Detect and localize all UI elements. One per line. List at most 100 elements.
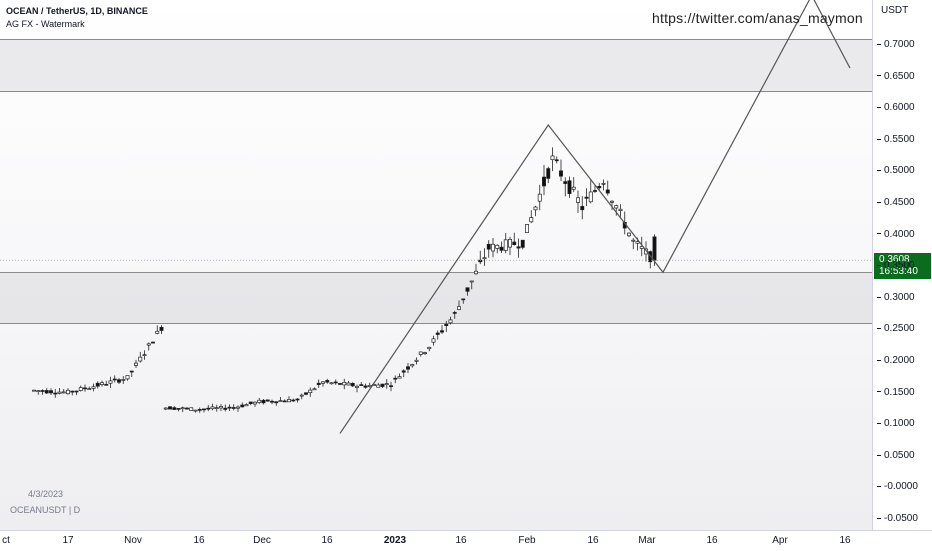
candle-down (461, 298, 466, 301)
candle-down (304, 392, 308, 395)
candle-up (346, 382, 351, 386)
candle-up (550, 155, 555, 161)
candle-down (70, 390, 75, 393)
candle-down (406, 366, 410, 370)
candle-down (559, 170, 563, 177)
candle-down (291, 399, 296, 402)
candle-down (168, 406, 172, 410)
candle-down (363, 385, 368, 388)
chart-header: OCEAN / TetherUS, 1D, BINANCE AG FX - Wa… (6, 5, 148, 31)
time-tick-label: ct (2, 535, 10, 546)
candle-up (299, 394, 304, 397)
candle-down (117, 379, 121, 383)
candle-down (261, 399, 266, 404)
support-zone (0, 272, 872, 324)
candle-up (100, 382, 104, 385)
candle-up (397, 376, 402, 379)
candle-down (512, 241, 517, 245)
candle-down (593, 190, 597, 192)
candle-up (61, 391, 66, 394)
candle-up (355, 385, 359, 389)
candle-down (95, 382, 100, 387)
candle-up (427, 346, 432, 350)
candle-up (163, 407, 168, 410)
resistance-zone (0, 39, 872, 92)
candle-down (546, 168, 551, 179)
candle-down (605, 189, 610, 194)
candle-down (172, 407, 177, 410)
chart-plot-area[interactable]: OCEAN / TetherUS, 1D, BINANCE AG FX - Wa… (0, 0, 872, 530)
price-tick-label: 0.7000 (877, 39, 915, 50)
time-axis[interactable]: ct 17 Nov 16 Dec 16 2023 16 Feb 16 Mar 16 Apr 16 (0, 530, 932, 551)
candle-down (465, 287, 470, 292)
candle-up (155, 330, 160, 334)
candle-up (91, 386, 96, 389)
candle-down (563, 181, 568, 184)
projection-path (339, 0, 851, 434)
candle-down (452, 312, 457, 314)
candle-up (253, 401, 257, 405)
watermark-symbol: OCEANUSDT | D (10, 505, 81, 515)
candle-down (83, 387, 87, 390)
price-tick-label: 0.6500 (877, 71, 915, 82)
watermark-link: https://twitter.com/anas_maymon (652, 10, 863, 26)
candle-up (508, 239, 512, 248)
candle-up (219, 406, 223, 409)
candle-down (129, 370, 134, 373)
candle-down (197, 409, 202, 411)
candle-up (308, 389, 313, 394)
candle-up (329, 382, 334, 385)
candle-up (125, 375, 130, 380)
candle-up (525, 224, 529, 233)
price-tick-label: 0.1500 (877, 387, 915, 398)
time-tick-label: 16 (706, 535, 718, 546)
price-tick-label: 0.2000 (877, 355, 915, 366)
candle-down (338, 383, 342, 385)
price-tick-label: 0.5500 (877, 134, 915, 145)
candle-up (244, 404, 249, 407)
candle-up (495, 244, 500, 249)
candle-up (457, 306, 461, 310)
candle-down (486, 243, 491, 250)
candle-up (108, 380, 113, 384)
candle-down (542, 176, 546, 187)
candle-down (295, 398, 300, 401)
candle-up (601, 183, 606, 185)
candle-down (53, 392, 58, 395)
price-axis[interactable]: USDT 0.3608 16:53:40 0.7000 0.6500 0.6000 0… (872, 0, 932, 530)
time-tick-label: Dec (253, 535, 271, 546)
candle-down (202, 408, 206, 411)
time-tick-label: Mar (638, 535, 656, 546)
candle-down (516, 246, 521, 249)
candle-up (644, 248, 648, 255)
candle-down (554, 159, 559, 162)
time-tick-label: 16 (587, 535, 599, 546)
candle-down (227, 406, 232, 409)
candle-up (210, 406, 215, 410)
candle-down (333, 381, 338, 384)
candle-down (104, 383, 109, 386)
candle-down (316, 382, 321, 385)
candle-up (236, 406, 240, 409)
time-tick-label: Feb (518, 535, 536, 546)
bottom-watermark: 4/3/2023 OCEANUSDT | D (10, 486, 80, 518)
candle-down (584, 196, 589, 199)
candle-up (142, 354, 147, 356)
candle-up (537, 193, 542, 202)
candle-up (423, 352, 427, 354)
candle-up (367, 385, 372, 388)
price-tick-label: 0.2500 (877, 323, 915, 334)
candle-up (588, 191, 593, 203)
candle-up (474, 270, 478, 275)
time-tick-label: 16 (321, 535, 333, 546)
candle-down (520, 239, 525, 248)
candle-down (240, 404, 245, 408)
candle-down (567, 180, 572, 194)
candle-down (223, 407, 228, 410)
watermark-date: 4/3/2023 (28, 489, 64, 499)
candle-down (350, 383, 355, 387)
candle-up (257, 399, 262, 403)
candle-up (414, 359, 419, 362)
candle-down (159, 326, 164, 331)
candle-up (431, 338, 436, 343)
